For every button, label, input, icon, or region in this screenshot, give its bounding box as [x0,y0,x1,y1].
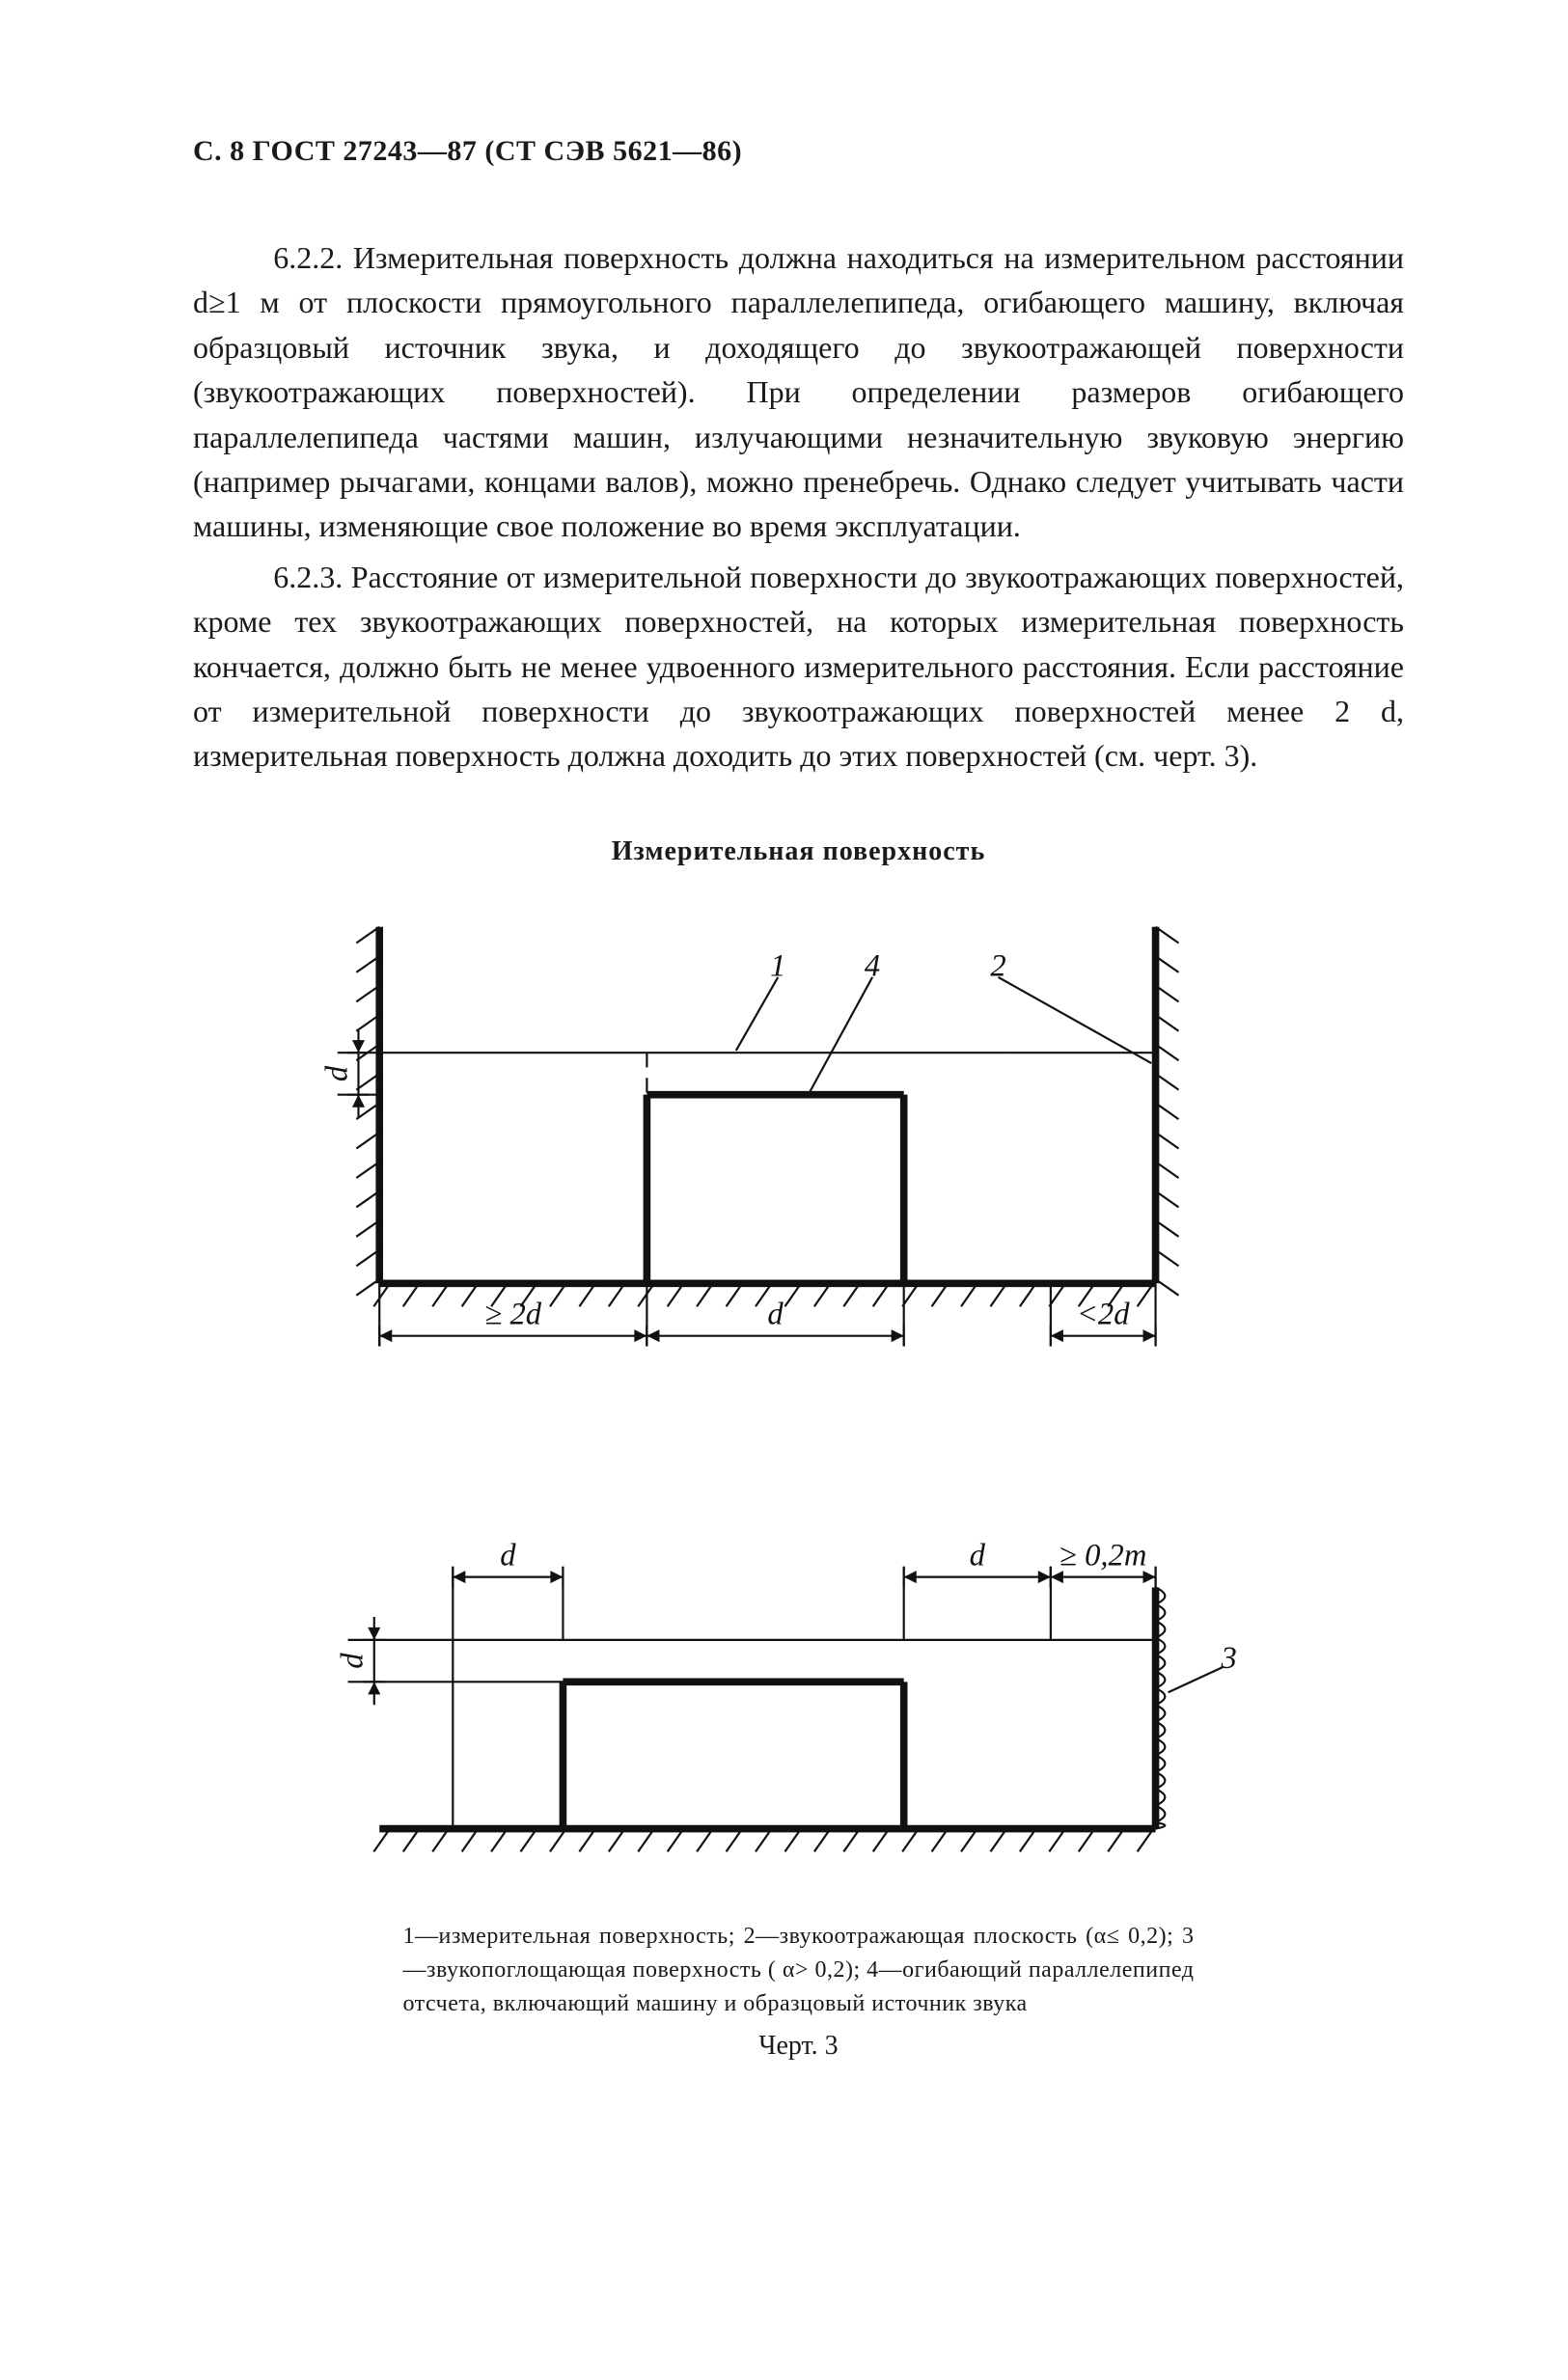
figure-diagram: d 1 4 2 ≥ 2d d <2d d d d ≥ 0,2m 3 [316,906,1281,1892]
page-header: С. 8 ГОСТ 27243—87 (СТ СЭВ 5621—86) [193,135,1404,168]
svg-text:1: 1 [770,948,785,983]
para-text: 6.2.3. Расстояние от измерительной повер… [193,560,1404,774]
figure-number: Черт. 3 [193,2031,1404,2062]
figure-title: Измерительная поверхность [193,836,1404,867]
svg-text:d: d [969,1538,985,1573]
svg-text:d: d [767,1297,784,1331]
svg-text:<2d: <2d [1076,1297,1129,1331]
figure-legend: 1—измерительная поверхность; 2—звукоотра… [403,1920,1195,2020]
figure-wrap: d 1 4 2 ≥ 2d d <2d d d d ≥ 0,2m 3 [193,906,1404,1892]
page: С. 8 ГОСТ 27243—87 (СТ СЭВ 5621—86) 6.2.… [0,0,1568,2380]
svg-text:d: d [335,1652,370,1668]
svg-text:≥ 0,2m: ≥ 0,2m [1059,1538,1146,1573]
svg-text:3: 3 [1220,1641,1236,1676]
svg-text:2: 2 [990,948,1005,983]
svg-text:d: d [319,1065,354,1081]
para-6-2-2: 6.2.2. Измерительная поверхность должна … [193,235,1404,549]
para-text: 6.2.2. Измерительная поверхность должна … [193,240,1404,543]
svg-text:d: d [500,1538,516,1573]
svg-text:≥ 2d: ≥ 2d [484,1297,541,1331]
svg-text:4: 4 [864,948,879,983]
para-6-2-3: 6.2.3. Расстояние от измерительной повер… [193,555,1404,779]
